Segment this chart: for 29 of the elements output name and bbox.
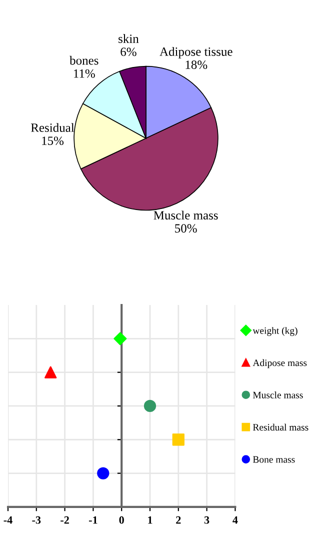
slice-label: Muscle mass: [154, 210, 218, 220]
data-label: 50%: [175, 224, 197, 233]
point: [172, 434, 184, 446]
slice-label: Residual: [30, 123, 74, 132]
legend-label: weight (kg): [252, 327, 298, 336]
x-tick-label: -1: [88, 516, 98, 524]
x-tick-label: 3: [204, 516, 210, 524]
x-tick-label: 2: [176, 516, 181, 524]
legend-label: Adipose mass: [252, 359, 307, 368]
point: [44, 366, 57, 378]
legend-label: Bone mass: [252, 456, 295, 463]
point: [97, 467, 110, 480]
data-label: 6%: [120, 48, 136, 56]
slice-label: skin: [118, 34, 139, 43]
x-tick-label: -4: [4, 516, 12, 524]
data-label: 11%: [74, 69, 95, 78]
point: [114, 332, 127, 346]
legend-label: Muscle mass: [252, 392, 303, 398]
data-label: 15%: [42, 136, 64, 146]
x-tick-label: -3: [32, 516, 41, 524]
point: [144, 400, 156, 412]
slice-label: Adipose tissue: [160, 47, 232, 58]
x-tick-label: 1: [148, 516, 152, 524]
slice-label: bones: [70, 56, 98, 65]
x-tick-label: 0: [119, 516, 124, 524]
x-tick-label: 4: [232, 516, 238, 524]
data-label: 18%: [186, 60, 208, 69]
x-tick-label: -2: [60, 516, 69, 524]
legend-label: Residual mass: [252, 424, 308, 431]
